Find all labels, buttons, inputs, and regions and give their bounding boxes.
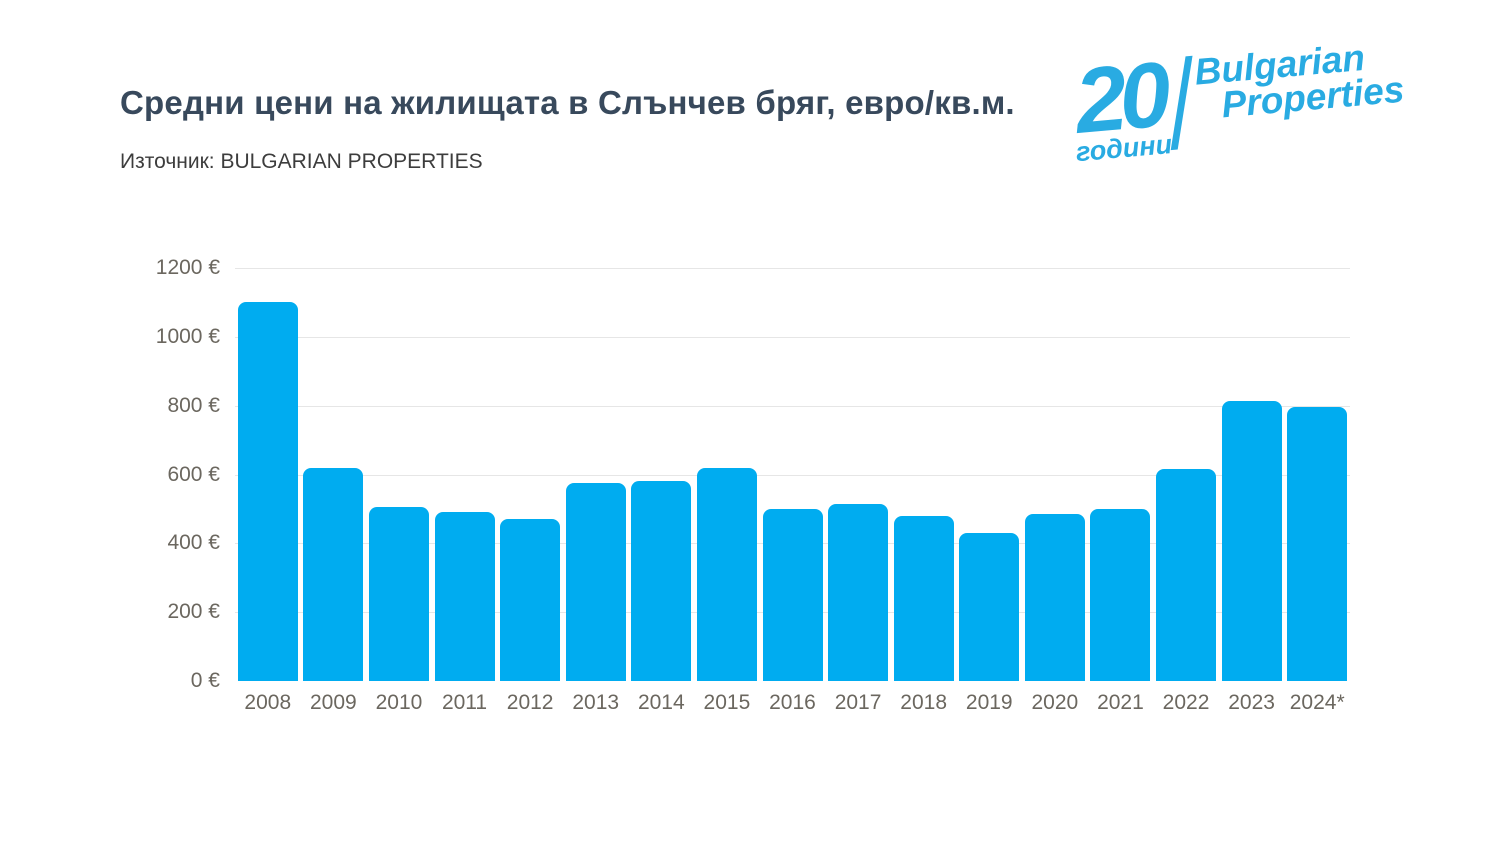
y-tick-label-400: 400 €	[167, 531, 220, 555]
bar-2013	[565, 483, 626, 681]
bar-2022	[1156, 469, 1217, 681]
bar-2009	[303, 467, 364, 681]
y-tick-label-200: 200 €	[167, 600, 220, 624]
x-tick-label-2010: 2010	[375, 691, 423, 714]
bar-2014	[631, 481, 692, 681]
y-tick-label-1200: 1200 €	[155, 256, 220, 279]
bar-2021	[1090, 508, 1151, 681]
gridline-1000	[235, 336, 1350, 338]
bar-2020	[1024, 514, 1085, 681]
y-tick-label-1000: 1000 €	[155, 324, 220, 348]
y-tick-label-600: 600 €	[167, 462, 220, 486]
bar-2015	[696, 467, 757, 681]
y-tick-label-800: 800 €	[167, 393, 220, 417]
bar-2023	[1221, 401, 1282, 681]
page-title: Средни цени на жилищата в Слънчев бряг, …	[120, 84, 1015, 121]
x-tick-label-2015: 2015	[703, 691, 751, 714]
bar-2018	[893, 515, 954, 681]
x-tick-label-2024*: 2024*	[1289, 691, 1345, 714]
x-tick-label-2022: 2022	[1162, 691, 1210, 714]
bar-2024*	[1287, 407, 1348, 681]
plot-area	[235, 268, 1350, 681]
x-tick-label-2019: 2019	[965, 691, 1013, 714]
bar-2016	[762, 508, 823, 681]
bar-2019	[959, 533, 1020, 681]
x-tick-label-2017: 2017	[834, 691, 882, 714]
x-tick-label-2013: 2013	[572, 691, 620, 714]
gridline-600	[235, 474, 1350, 476]
x-tick-label-2020: 2020	[1031, 691, 1079, 714]
bar-2017	[828, 503, 889, 681]
x-tick-label-2009: 2009	[310, 691, 357, 714]
bar-2010	[368, 507, 429, 681]
y-tick-label-0: 0 €	[190, 669, 220, 692]
bar-2008	[237, 302, 298, 681]
x-tick-label-2008: 2008	[244, 691, 292, 714]
gridline-1200	[235, 268, 1350, 269]
x-tick-label-2023: 2023	[1228, 691, 1275, 714]
x-tick-label-2012: 2012	[506, 691, 554, 714]
gridline-800	[235, 405, 1350, 407]
x-tick-label-2021: 2021	[1097, 691, 1144, 714]
x-tick-label-2011: 2011	[441, 691, 488, 714]
bar-2011	[434, 512, 495, 681]
source-line: Източник: BULGARIAN PROPERTIES	[120, 150, 483, 173]
x-tick-label-2014: 2014	[637, 691, 685, 714]
x-tick-label-2016: 2016	[769, 691, 816, 714]
bar-2012	[500, 519, 561, 681]
x-tick-label-2018: 2018	[900, 691, 948, 714]
